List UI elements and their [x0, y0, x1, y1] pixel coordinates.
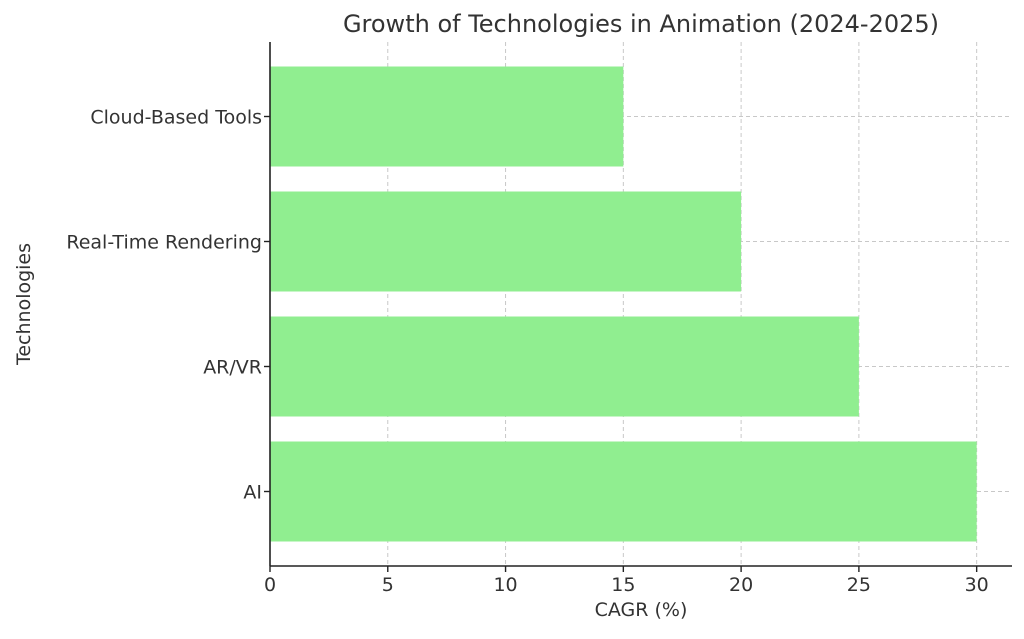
x-tick-label: 20 — [729, 574, 753, 596]
chart-title: Growth of Technologies in Animation (202… — [343, 10, 939, 38]
bars — [270, 66, 977, 542]
y-tick-label: Real-Time Rendering — [66, 232, 262, 254]
bar — [270, 441, 977, 542]
y-tick-label: Cloud-Based Tools — [90, 107, 262, 129]
bar — [270, 191, 742, 292]
x-axis-label: CAGR (%) — [595, 599, 688, 621]
x-tick-label: 15 — [611, 574, 635, 596]
y-tick-label: AI — [243, 482, 262, 504]
x-tick-label: 30 — [965, 574, 989, 596]
x-tick-label: 25 — [847, 574, 871, 596]
x-tick-label: 0 — [264, 574, 276, 596]
bar — [270, 66, 624, 167]
y-tick-label: AR/VR — [203, 357, 262, 379]
y-axis-label: Technologies — [13, 243, 35, 366]
x-tick-label: 10 — [493, 574, 517, 596]
x-ticks: 0 5 10 15 20 25 30 — [264, 566, 989, 596]
bar — [270, 316, 859, 417]
axes — [269, 42, 1012, 567]
y-ticks: AI AR/VR Real-Time Rendering Cloud-Based To… — [66, 107, 270, 504]
x-tick-label: 5 — [382, 574, 394, 596]
